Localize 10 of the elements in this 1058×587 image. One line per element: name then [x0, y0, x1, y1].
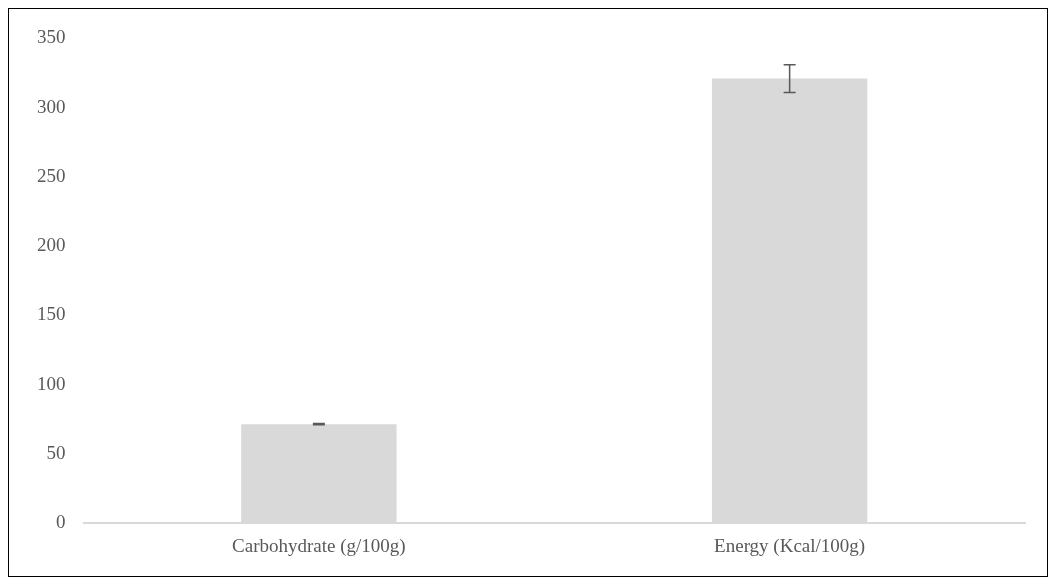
y-tick-label: 300 — [37, 95, 66, 117]
y-tick-label: 200 — [37, 234, 66, 256]
y-tick-label: 100 — [37, 372, 66, 394]
y-tick-label: 350 — [37, 26, 66, 48]
y-tick-label: 0 — [56, 511, 66, 533]
x-tick-label: Energy (Kcal/100g) — [714, 534, 866, 557]
x-tick-label: Carbohydrate (g/100g) — [232, 534, 406, 557]
y-tick-label: 150 — [37, 303, 66, 325]
y-tick-label: 50 — [46, 441, 66, 463]
y-tick-label: 250 — [37, 164, 66, 186]
